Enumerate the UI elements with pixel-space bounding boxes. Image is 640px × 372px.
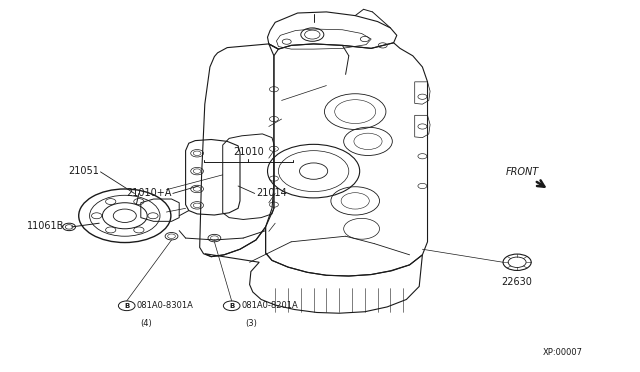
Text: 21051: 21051 [68, 166, 99, 176]
Text: (3): (3) [245, 319, 257, 328]
Text: 21010: 21010 [233, 147, 264, 157]
Text: (4): (4) [140, 319, 152, 328]
Text: B: B [229, 303, 234, 309]
Text: 081A0-8301A: 081A0-8301A [136, 301, 193, 310]
Text: 21014: 21014 [256, 189, 287, 198]
Text: FRONT: FRONT [506, 167, 539, 177]
Text: 081A0-8201A: 081A0-8201A [241, 301, 298, 310]
Text: 21010+A: 21010+A [126, 189, 172, 198]
Text: XP:00007: XP:00007 [543, 348, 583, 357]
Text: 11061B: 11061B [27, 221, 64, 231]
Text: 22630: 22630 [502, 277, 532, 287]
Text: B: B [124, 303, 129, 309]
